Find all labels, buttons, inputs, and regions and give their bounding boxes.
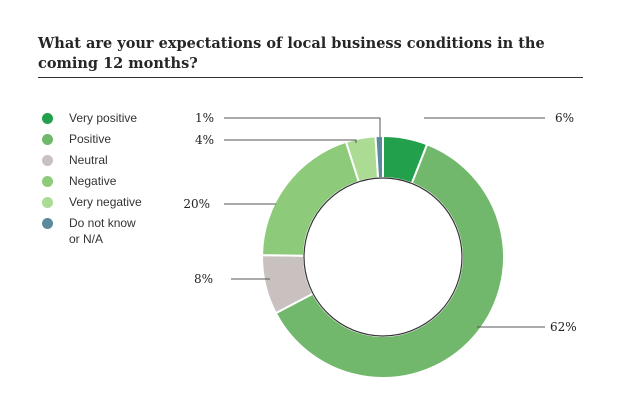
donut-slice	[260, 140, 361, 257]
legend-item: Positive	[42, 131, 159, 147]
data-label: 1%	[195, 111, 214, 125]
legend-label: Very negative	[69, 195, 142, 209]
data-label: 4%	[195, 133, 214, 147]
legend-item: Very negative	[42, 194, 159, 210]
legend-label: Neutral	[69, 153, 108, 167]
legend-label: Negative	[69, 174, 117, 188]
legend-label: Very positive	[69, 111, 138, 125]
legend-swatch	[42, 155, 53, 166]
legend-item: Neutral	[42, 152, 159, 168]
legend-swatch	[42, 176, 53, 187]
legend-item: Do not know or N/A	[42, 215, 159, 247]
leader-line	[224, 117, 381, 137]
legend-item: Negative	[42, 173, 159, 189]
legend-swatch	[42, 113, 53, 124]
data-label: 20%	[183, 197, 210, 211]
legend-item: Very positive	[42, 110, 159, 126]
legend: Very positive Positive Neutral Negative Very…	[42, 110, 159, 252]
inner-ring	[303, 177, 463, 337]
legend-swatch	[42, 134, 53, 145]
data-labels: 6% 62% 8% 20% 4% 1%	[183, 111, 576, 334]
data-label: 62%	[550, 320, 577, 334]
title-divider	[38, 77, 583, 78]
legend-label: Do not know or N/A	[69, 216, 136, 246]
leader-lines	[224, 117, 545, 328]
data-label: 6%	[555, 111, 574, 125]
leader-line	[224, 139, 357, 143]
legend-label: Positive	[69, 132, 112, 146]
chart-title: What are your expectations of local busi…	[38, 35, 545, 72]
donut-slices	[260, 134, 505, 379]
data-label: 8%	[194, 272, 213, 286]
legend-swatch	[42, 197, 53, 208]
legend-swatch	[42, 218, 53, 229]
